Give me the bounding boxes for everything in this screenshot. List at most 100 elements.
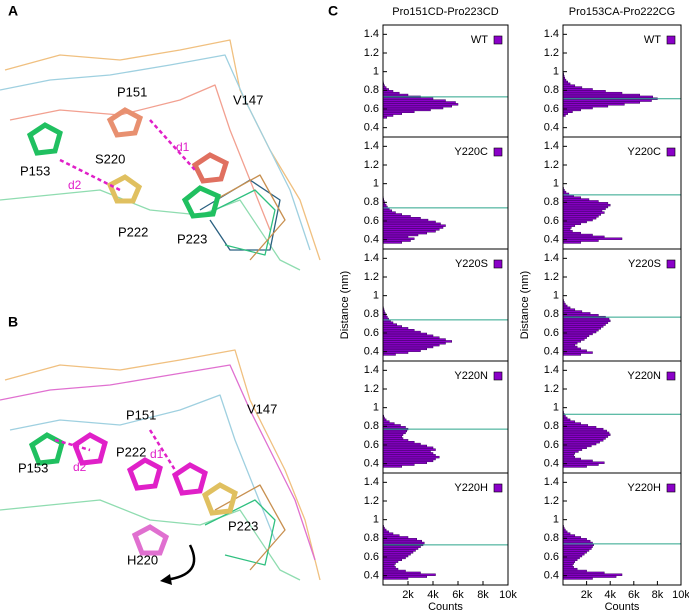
bar bbox=[562, 224, 576, 227]
bar bbox=[382, 108, 431, 112]
bar bbox=[562, 207, 606, 211]
bar bbox=[562, 347, 581, 351]
y-tick-label: 0.6 bbox=[364, 215, 379, 227]
bar bbox=[562, 329, 599, 332]
legend-label: Y220H bbox=[627, 482, 661, 494]
bar bbox=[562, 330, 597, 334]
bar bbox=[562, 319, 611, 323]
x-tick-label: 10k bbox=[499, 589, 517, 601]
y-tick-label: 0.8 bbox=[544, 84, 559, 96]
y-tick-label: 0.6 bbox=[364, 551, 379, 563]
bar bbox=[562, 437, 606, 440]
residue bbox=[181, 185, 221, 219]
bar bbox=[562, 93, 640, 97]
bar bbox=[562, 431, 610, 435]
bar bbox=[382, 97, 434, 100]
bar bbox=[382, 549, 416, 552]
y-tick-label: 0.6 bbox=[364, 439, 379, 451]
bar bbox=[562, 235, 605, 239]
y-tick-label: 1.2 bbox=[364, 47, 379, 59]
y-tick-label: 0.4 bbox=[364, 234, 379, 246]
legend-label: WT bbox=[471, 34, 488, 46]
y-tick-label: 0.4 bbox=[544, 346, 559, 358]
bar bbox=[562, 95, 653, 99]
bar bbox=[562, 90, 606, 93]
bar bbox=[382, 241, 402, 244]
y-tick-label: 0.6 bbox=[544, 215, 559, 227]
residue bbox=[106, 174, 143, 204]
bar bbox=[562, 444, 592, 448]
residue-label: P222 bbox=[116, 444, 146, 459]
x-tick-label: 8k bbox=[652, 589, 664, 601]
backbone bbox=[0, 364, 316, 561]
bar bbox=[382, 459, 434, 463]
bar bbox=[382, 429, 407, 433]
legend-label: Y220H bbox=[454, 482, 488, 494]
x-tick-label: 6k bbox=[628, 589, 640, 601]
bar bbox=[562, 99, 652, 102]
residue-label: V147 bbox=[247, 401, 277, 416]
y-axis-label: Distance (nm) bbox=[339, 271, 351, 339]
bar bbox=[562, 433, 611, 436]
bar bbox=[562, 457, 581, 461]
bar bbox=[562, 112, 568, 115]
bar bbox=[382, 431, 406, 435]
bar bbox=[562, 446, 587, 449]
legend-swatch bbox=[493, 147, 503, 157]
bar bbox=[382, 553, 411, 556]
y-tick-label: 0.8 bbox=[544, 532, 559, 544]
bar bbox=[382, 222, 441, 225]
bar bbox=[382, 103, 459, 106]
backbone bbox=[4, 349, 321, 581]
bar bbox=[382, 575, 427, 578]
bar bbox=[562, 215, 599, 218]
bar bbox=[562, 105, 609, 108]
y-tick-label: 0.6 bbox=[544, 439, 559, 451]
bar bbox=[562, 101, 640, 104]
y-tick-label: 0.8 bbox=[364, 420, 379, 432]
bar bbox=[562, 571, 605, 575]
bar bbox=[562, 321, 609, 324]
y-tick-label: 1.2 bbox=[544, 271, 559, 283]
bar bbox=[382, 93, 409, 97]
bar bbox=[382, 340, 452, 343]
backbone bbox=[204, 499, 276, 566]
bar bbox=[562, 448, 583, 451]
y-tick-label: 1 bbox=[553, 290, 559, 302]
bar bbox=[562, 562, 574, 565]
bar bbox=[562, 345, 578, 349]
bar bbox=[562, 231, 581, 235]
bar bbox=[562, 222, 581, 225]
bar bbox=[382, 461, 427, 464]
bar bbox=[382, 345, 434, 349]
arrow bbox=[164, 544, 196, 582]
y-tick-label: 0.4 bbox=[544, 458, 559, 470]
distance-label: d1 bbox=[150, 447, 164, 461]
bar bbox=[562, 218, 593, 222]
bar bbox=[382, 342, 446, 345]
bar bbox=[382, 101, 456, 104]
legend-swatch bbox=[666, 35, 676, 45]
y-tick-label: 1.2 bbox=[544, 383, 559, 395]
bar bbox=[562, 88, 593, 91]
bar bbox=[562, 455, 576, 459]
residue-label: P223 bbox=[228, 518, 258, 533]
bar bbox=[562, 340, 581, 343]
bar bbox=[382, 228, 440, 231]
bar bbox=[382, 448, 436, 451]
bar bbox=[382, 560, 399, 563]
bar bbox=[382, 452, 434, 455]
bar bbox=[562, 539, 591, 543]
bar bbox=[562, 553, 585, 556]
bar bbox=[562, 416, 568, 420]
column-title: Pro151CD-Pro223CD bbox=[392, 6, 498, 18]
residue bbox=[26, 122, 63, 156]
bar bbox=[382, 218, 429, 222]
legend-label: Y220N bbox=[627, 370, 661, 382]
bar bbox=[382, 573, 436, 576]
bar bbox=[562, 202, 609, 205]
bar bbox=[562, 200, 599, 203]
bar bbox=[562, 308, 576, 311]
bar bbox=[562, 314, 599, 317]
